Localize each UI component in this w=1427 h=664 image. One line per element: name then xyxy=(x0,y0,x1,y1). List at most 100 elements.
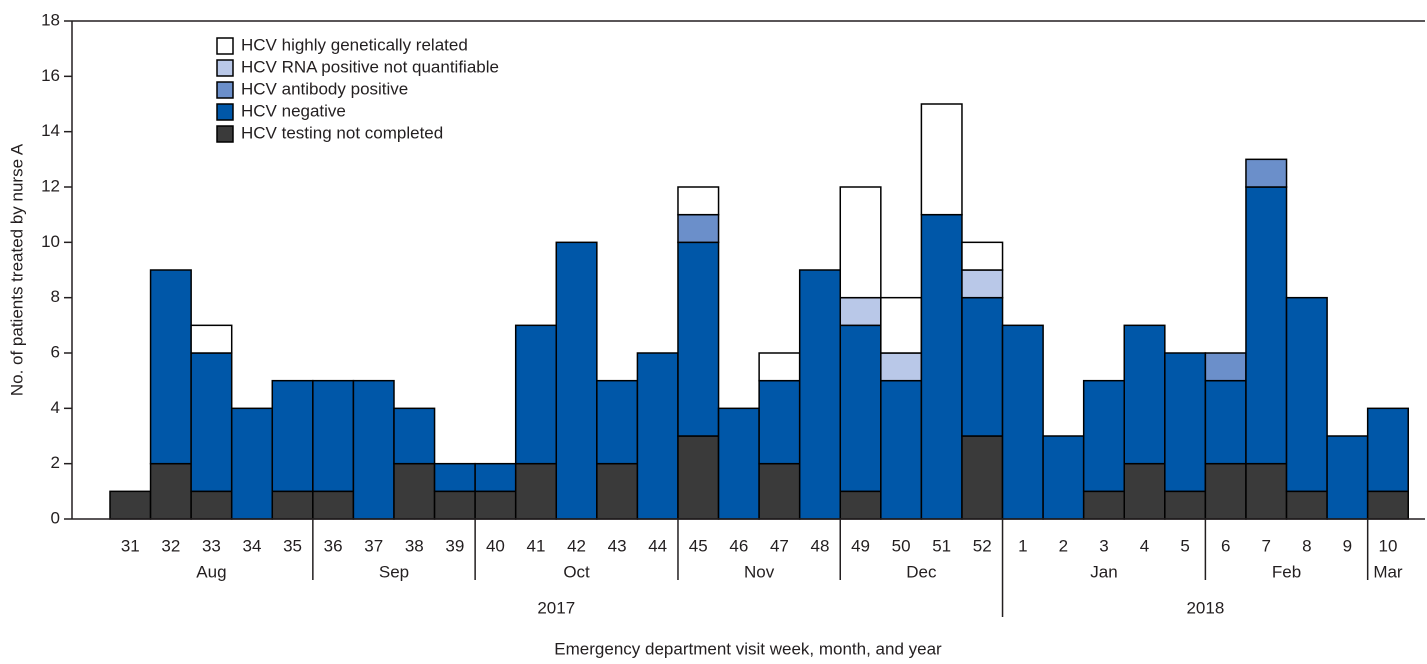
y-axis-title: No. of patients treated by nurse A xyxy=(7,143,26,396)
bar-segment xyxy=(961,296,1004,437)
bar-segment xyxy=(514,462,558,520)
x-tick-label: 6 xyxy=(1221,536,1230,555)
bar-segment xyxy=(1366,490,1409,520)
legend-label: HCV antibody positive xyxy=(241,79,408,98)
bar-segment xyxy=(190,324,233,354)
bar-segment xyxy=(149,462,192,520)
y-tick-label: 6 xyxy=(51,342,60,361)
bar-segment xyxy=(1204,462,1247,520)
bar-segment xyxy=(230,407,274,520)
x-tick-label: 1 xyxy=(1018,536,1027,555)
bar-segment xyxy=(393,407,436,465)
bar-segment xyxy=(1366,407,1409,493)
x-tick-label: 32 xyxy=(161,536,180,555)
x-tick-label: 8 xyxy=(1302,536,1311,555)
x-tick-label: 36 xyxy=(324,536,343,555)
month-label: Sep xyxy=(379,562,409,581)
x-tick-label: 47 xyxy=(770,536,789,555)
bar-segment xyxy=(798,269,842,520)
bar-segment xyxy=(312,379,355,493)
x-tick-label: 42 xyxy=(567,536,586,555)
bar-segment xyxy=(1042,435,1085,520)
legend-swatch xyxy=(216,37,234,55)
bar-segment xyxy=(636,352,679,520)
legend-label: HCV RNA positive not quantifiable xyxy=(241,57,499,76)
bar-segment xyxy=(1164,352,1207,493)
bar-segment xyxy=(190,490,233,520)
bar-segment xyxy=(880,352,923,382)
bar-segment xyxy=(1204,379,1247,465)
month-label: Mar xyxy=(1373,562,1403,581)
legend-label: HCV negative xyxy=(241,101,346,120)
month-label: Jan xyxy=(1090,562,1117,581)
x-tick-label: 44 xyxy=(648,536,667,555)
x-tick-label: 35 xyxy=(283,536,302,555)
bar-segment xyxy=(677,186,720,216)
bar-segment xyxy=(393,462,436,520)
bar-segment xyxy=(474,490,517,520)
bar-segment xyxy=(312,490,355,520)
x-tick-label: 38 xyxy=(405,536,424,555)
bar-segment xyxy=(514,324,558,465)
bar-segment xyxy=(961,435,1004,520)
bar-segment xyxy=(839,324,882,493)
x-tick-label: 4 xyxy=(1140,536,1149,555)
month-label: Aug xyxy=(196,562,226,581)
bar-segment xyxy=(352,379,395,520)
x-tick-label: 49 xyxy=(851,536,870,555)
year-label: 2018 xyxy=(1186,598,1224,617)
y-tick-label: 14 xyxy=(41,121,60,140)
bar-segment xyxy=(758,462,801,520)
legend-label: HCV highly genetically related xyxy=(241,35,468,54)
bar-segment xyxy=(596,379,639,465)
y-tick-label: 12 xyxy=(41,176,60,195)
x-tick-label: 31 xyxy=(121,536,140,555)
bar-segment xyxy=(271,490,314,520)
bar-segment xyxy=(190,352,233,493)
month-label: Nov xyxy=(744,562,775,581)
bar-segment xyxy=(149,269,192,465)
x-tick-label: 5 xyxy=(1180,536,1189,555)
bar-segment xyxy=(1245,158,1288,188)
x-tick-label: 3 xyxy=(1099,536,1108,555)
bar-segment xyxy=(677,213,720,244)
x-tick-label: 40 xyxy=(486,536,505,555)
bar-segment xyxy=(1285,296,1328,493)
bar-segment xyxy=(839,296,882,327)
x-tick-label: 52 xyxy=(973,536,992,555)
y-tick-label: 2 xyxy=(51,453,60,472)
bar-segment xyxy=(717,407,760,520)
y-tick-label: 4 xyxy=(51,398,60,417)
y-tick-label: 18 xyxy=(41,10,60,29)
x-tick-label: 41 xyxy=(527,536,546,555)
legend-swatch xyxy=(216,81,234,99)
bar-segment xyxy=(880,379,923,520)
legend-swatch xyxy=(216,103,234,121)
legend-swatch xyxy=(216,59,234,77)
bar-segment xyxy=(961,241,1004,271)
y-tick-label: 0 xyxy=(51,508,60,527)
month-label: Feb xyxy=(1272,562,1301,581)
month-label: Dec xyxy=(906,562,937,581)
bar-segment xyxy=(1001,324,1044,520)
x-tick-label: 46 xyxy=(729,536,748,555)
x-tick-label: 34 xyxy=(243,536,262,555)
bar-segment xyxy=(1245,462,1288,520)
x-tick-label: 43 xyxy=(608,536,627,555)
x-tick-label: 51 xyxy=(932,536,951,555)
bar-segment xyxy=(880,296,923,354)
bar-segment xyxy=(1204,352,1247,382)
bar-segment xyxy=(433,462,476,493)
bar-segment xyxy=(1082,490,1126,520)
bar-segment xyxy=(1285,490,1328,520)
bar-segment xyxy=(839,186,882,299)
bar-segment xyxy=(1164,490,1207,520)
y-tick-label: 16 xyxy=(41,66,60,85)
bar-segment xyxy=(677,435,720,520)
bar-segment xyxy=(758,379,801,465)
bar-segment xyxy=(1082,379,1126,493)
x-tick-label: 37 xyxy=(364,536,383,555)
y-tick-label: 10 xyxy=(41,232,60,251)
bar-segment xyxy=(1245,186,1288,465)
